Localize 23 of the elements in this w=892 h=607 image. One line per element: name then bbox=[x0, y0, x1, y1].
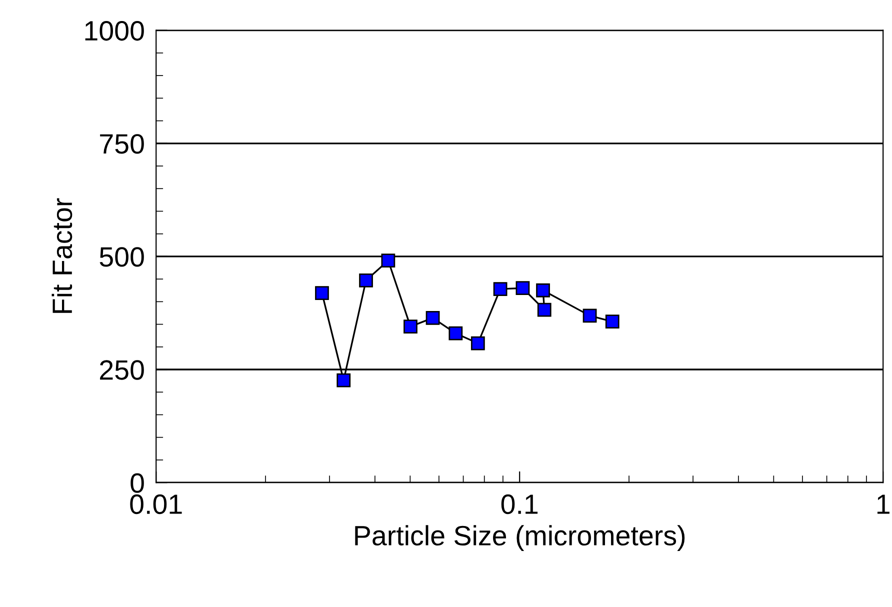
x-tick-label: 0.01 bbox=[130, 494, 182, 514]
x-axis-title: Particle Size (micrometers) bbox=[355, 525, 685, 552]
point bbox=[516, 281, 530, 296]
point bbox=[404, 320, 418, 334]
point bbox=[448, 326, 463, 340]
y-tick-label: 1000 bbox=[85, 21, 144, 41]
y-tick-label: 500 bbox=[100, 247, 144, 267]
point bbox=[493, 282, 508, 296]
point bbox=[582, 308, 597, 323]
y-tick-label: 250 bbox=[100, 360, 144, 380]
x-tick-label: 0.1 bbox=[501, 494, 538, 514]
point bbox=[426, 311, 440, 325]
point bbox=[315, 286, 329, 300]
y-tick-label: 750 bbox=[100, 134, 144, 154]
y-axis-title: Fit Factor bbox=[52, 198, 72, 313]
y-tick-label: 0 bbox=[130, 473, 144, 493]
point bbox=[605, 314, 620, 329]
x-tick-label: 1 bbox=[877, 494, 890, 514]
point bbox=[381, 254, 396, 268]
point bbox=[336, 373, 351, 388]
point bbox=[537, 302, 552, 317]
point bbox=[359, 273, 373, 288]
point bbox=[470, 336, 485, 350]
